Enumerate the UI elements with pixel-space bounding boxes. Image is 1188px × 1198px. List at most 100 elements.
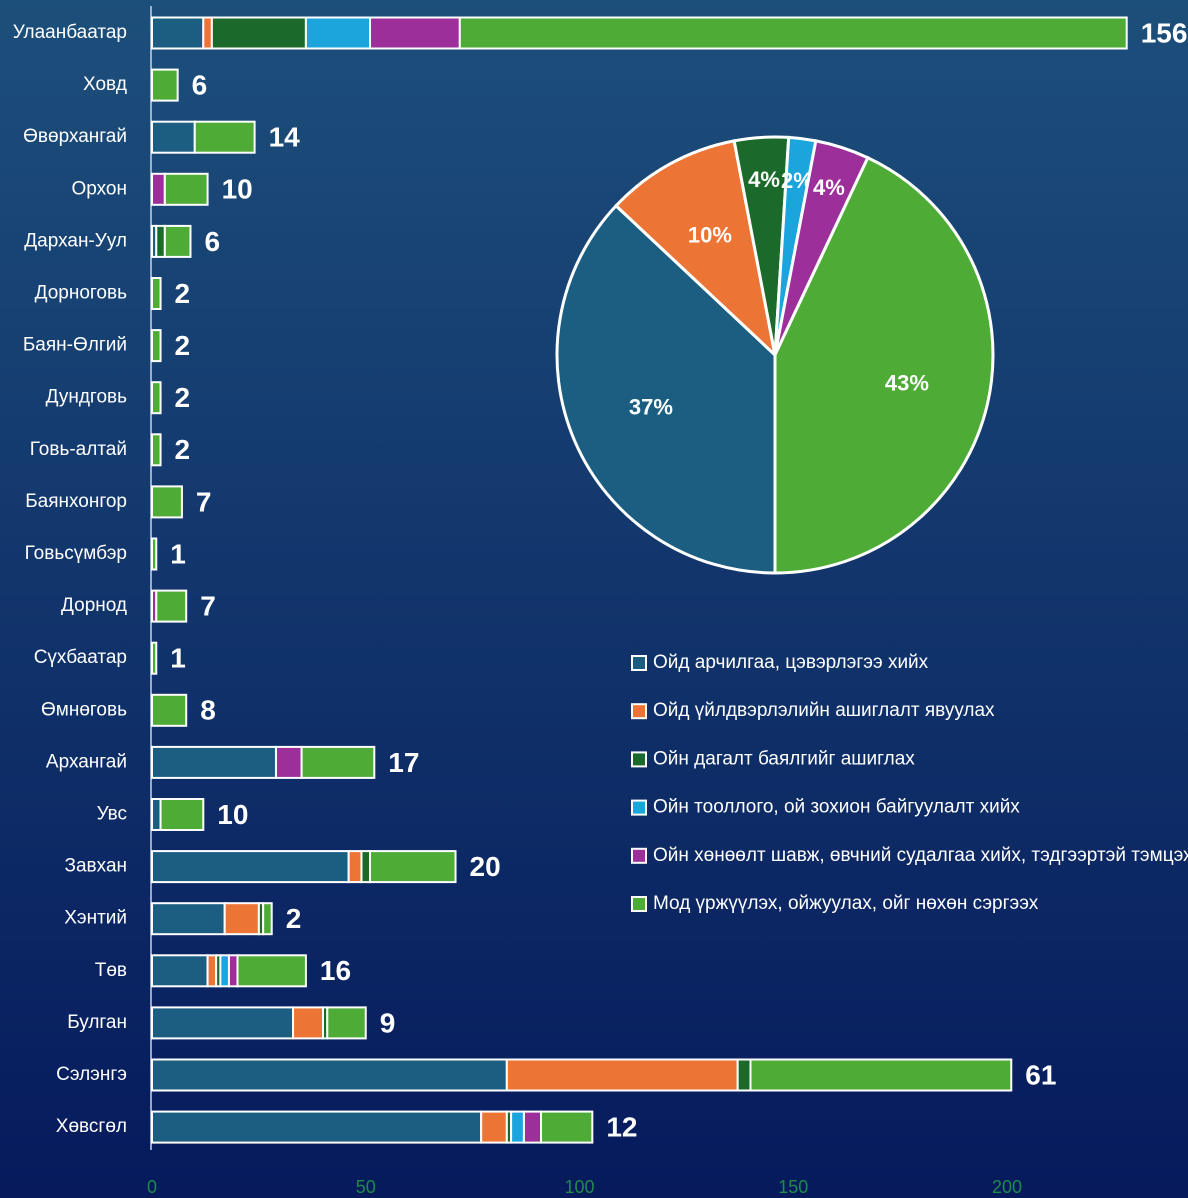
category-label: Булган — [67, 1012, 127, 1033]
pie-slice — [555, 203, 777, 575]
pie-slice — [613, 139, 778, 360]
category-label: Улаанбаатар — [13, 22, 127, 43]
data-label: 6 — [204, 226, 220, 257]
bar-segment — [347, 850, 363, 884]
bar-segment — [193, 120, 256, 154]
bar-segment — [151, 68, 179, 102]
bar-segment — [540, 1110, 594, 1144]
bar-segment — [155, 589, 188, 623]
pie-slice — [773, 155, 995, 575]
bar-segment — [163, 224, 192, 258]
x-tick-label: 50 — [356, 1177, 376, 1197]
pie-label: 4% — [748, 167, 780, 192]
bar-segment — [522, 1110, 543, 1144]
bar-segment — [458, 16, 1128, 50]
x-tick-label: 100 — [564, 1177, 594, 1197]
category-label: Дундговь — [46, 387, 128, 408]
category-label: Сэлэнгэ — [56, 1064, 127, 1085]
category-label: Өмнөговь — [41, 699, 127, 720]
data-label: 1 — [170, 643, 186, 674]
category-label: Дорноговь — [35, 283, 127, 304]
category-label: Говь-алтай — [30, 439, 127, 460]
category-label: Увс — [97, 804, 127, 825]
data-label: 2 — [286, 903, 302, 934]
bar-segment — [202, 16, 213, 50]
data-label: 16 — [320, 955, 351, 986]
data-label: 9 — [380, 1007, 396, 1038]
legend-label: Ойн дагалт баялгийг ашиглах — [653, 748, 915, 769]
data-label: 1 — [170, 538, 186, 569]
bar-segment — [151, 329, 162, 363]
bar-segment — [155, 224, 166, 258]
legend-label: Ойд арчилгаа, цэвэрлэгээ хийх — [653, 652, 929, 673]
data-label: 156 — [1141, 17, 1188, 48]
category-label: Ховд — [83, 74, 127, 95]
legend-swatch — [631, 799, 647, 816]
bar-segment — [505, 1058, 739, 1092]
bar-segment — [151, 1110, 483, 1144]
legend-swatch — [631, 896, 647, 912]
pie-label: 4% — [813, 175, 845, 200]
bar-segment — [151, 850, 350, 884]
bar-segment — [369, 16, 461, 50]
category-label: Хөвсгөл — [56, 1116, 127, 1137]
category-label: Завхан — [65, 856, 127, 877]
legend-swatch — [631, 751, 647, 768]
category-label: Архангай — [46, 751, 127, 772]
bar-segment — [151, 745, 277, 779]
category-label: Дорнод — [61, 595, 127, 616]
bar-segment — [480, 1110, 508, 1144]
pie-label: 43% — [885, 370, 929, 395]
bar-segment — [736, 1058, 752, 1092]
bar-segment — [151, 537, 158, 571]
category-label: Говьсүмбэр — [25, 543, 127, 564]
bar-segment — [159, 798, 205, 831]
bar-segment — [151, 954, 209, 988]
data-label: 12 — [606, 1111, 637, 1142]
bar-segment — [151, 641, 158, 675]
bar-segment — [210, 16, 307, 50]
data-label: 14 — [269, 122, 301, 153]
data-label: 2 — [175, 434, 191, 465]
bar-segment — [151, 1058, 508, 1092]
data-label: 10 — [217, 799, 248, 830]
data-label: 2 — [175, 382, 191, 413]
bar-segment — [274, 745, 303, 779]
category-label: Орхон — [72, 178, 127, 199]
bar-segment — [227, 954, 239, 988]
legend-label: Ойн тооллого, ой зохион байгуулалт хийх — [653, 797, 1020, 818]
bar-segment — [151, 172, 166, 206]
legend-label: Ойд үйлдвэрлэлийн ашиглалт явуулах — [653, 700, 995, 721]
bar-segment — [360, 850, 372, 884]
data-label: 6 — [192, 69, 208, 100]
category-label: Хэнтий — [64, 908, 127, 929]
category-label: Баянхонгор — [25, 491, 127, 512]
bar-segment — [369, 850, 457, 884]
bar-segment — [151, 433, 162, 467]
x-tick-label: 200 — [992, 1177, 1022, 1197]
bar-segment — [151, 902, 226, 936]
legend-label: Ойн хөнөөлт шавж, өвчний судалгаа хийх, … — [653, 845, 1188, 866]
bar-segment — [300, 745, 376, 779]
bar-segment — [151, 798, 162, 831]
bar-segment — [510, 1110, 525, 1144]
x-tick-label: 150 — [778, 1177, 808, 1197]
bar-segment — [206, 954, 218, 988]
bar-segment — [326, 1006, 367, 1040]
category-label: Баян-Өлгий — [23, 335, 127, 356]
bar-segment — [151, 693, 188, 727]
bar-segment — [151, 16, 205, 50]
bar-segment — [151, 381, 162, 415]
category-label: Өвөрхангай — [23, 126, 127, 147]
data-label: 17 — [388, 747, 419, 778]
data-label: 10 — [222, 174, 253, 205]
bar-segment — [151, 1006, 295, 1040]
pie-label: 10% — [688, 222, 732, 247]
bar-segment — [304, 16, 372, 50]
bar-segment — [151, 485, 183, 519]
legend-swatch — [631, 703, 647, 720]
bar-segment — [163, 172, 209, 206]
legend-swatch — [631, 847, 647, 864]
bar-segment — [749, 1058, 1013, 1092]
